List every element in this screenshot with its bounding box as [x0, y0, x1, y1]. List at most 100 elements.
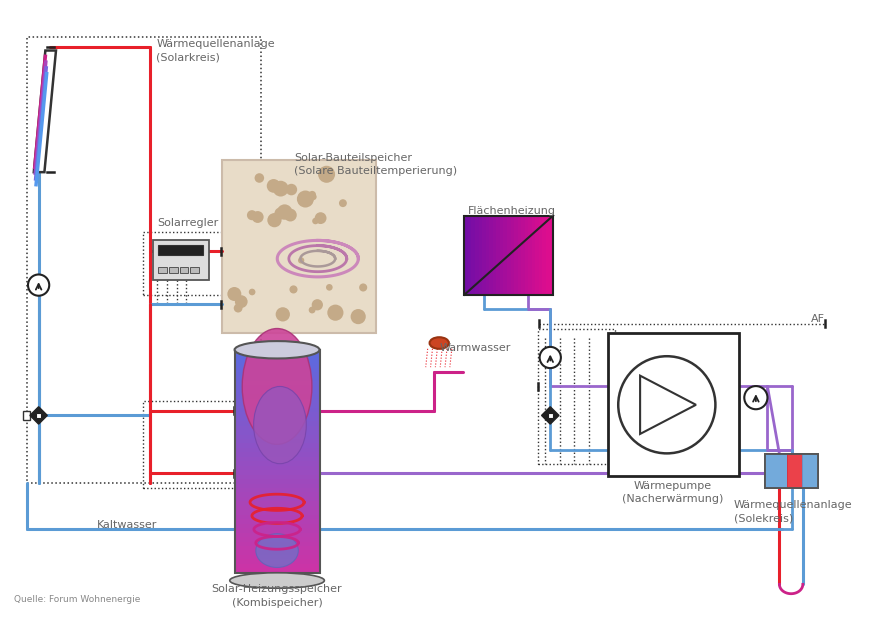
- Circle shape: [745, 386, 767, 409]
- Circle shape: [249, 288, 255, 295]
- Bar: [464, 216, 553, 295]
- Bar: [472, 216, 475, 295]
- Circle shape: [311, 299, 323, 310]
- Circle shape: [296, 191, 314, 207]
- Bar: [546, 216, 550, 295]
- Circle shape: [351, 309, 365, 324]
- Bar: [514, 216, 518, 295]
- Bar: [780, 454, 787, 488]
- Bar: [503, 216, 508, 295]
- Bar: [765, 454, 773, 488]
- Bar: [468, 216, 472, 295]
- Ellipse shape: [254, 386, 306, 464]
- Circle shape: [310, 194, 317, 200]
- Circle shape: [247, 210, 257, 220]
- Bar: [235, 363, 319, 368]
- Circle shape: [339, 199, 347, 207]
- Bar: [222, 159, 377, 333]
- Bar: [36, 413, 41, 418]
- Text: Warmwasser: Warmwasser: [439, 343, 511, 353]
- Text: Kaltwasser: Kaltwasser: [97, 520, 157, 530]
- Circle shape: [284, 209, 296, 222]
- Bar: [235, 470, 319, 475]
- Bar: [608, 333, 739, 476]
- Circle shape: [28, 275, 49, 296]
- Ellipse shape: [430, 337, 449, 349]
- Ellipse shape: [255, 534, 298, 568]
- Bar: [180, 267, 188, 272]
- Text: Solar-Heizungsspeicher
(Kombispeicher): Solar-Heizungsspeicher (Kombispeicher): [212, 584, 343, 607]
- Bar: [795, 454, 803, 488]
- Bar: [235, 425, 319, 430]
- Circle shape: [268, 213, 282, 227]
- Bar: [510, 216, 514, 295]
- Bar: [507, 216, 511, 295]
- Bar: [235, 350, 319, 354]
- Bar: [235, 439, 319, 444]
- Bar: [548, 413, 553, 418]
- Bar: [235, 412, 319, 417]
- Bar: [27, 37, 261, 483]
- Bar: [772, 454, 780, 488]
- Bar: [235, 367, 319, 372]
- Polygon shape: [30, 407, 47, 424]
- Bar: [549, 216, 554, 295]
- Bar: [235, 478, 319, 483]
- Bar: [143, 232, 229, 295]
- Circle shape: [286, 184, 297, 196]
- Bar: [235, 532, 319, 537]
- Bar: [235, 350, 319, 573]
- Bar: [169, 267, 178, 272]
- Bar: [500, 216, 504, 295]
- Text: Wärmequellenanlage
(Solekreis): Wärmequellenanlage (Solekreis): [733, 500, 852, 523]
- Text: Solarregler: Solarregler: [157, 217, 219, 227]
- Circle shape: [309, 307, 316, 313]
- Bar: [235, 497, 319, 502]
- Bar: [235, 434, 319, 439]
- Bar: [235, 465, 319, 470]
- Bar: [496, 216, 501, 295]
- Text: Wärmepumpe
(Nacherwärmung): Wärmepumpe (Nacherwärmung): [622, 481, 724, 504]
- Polygon shape: [34, 50, 56, 172]
- Bar: [235, 376, 319, 381]
- Bar: [235, 416, 319, 421]
- Bar: [235, 403, 319, 408]
- Bar: [235, 381, 319, 386]
- Bar: [190, 267, 199, 272]
- Bar: [235, 461, 319, 466]
- Bar: [235, 389, 319, 394]
- Bar: [235, 452, 319, 457]
- Bar: [159, 267, 167, 272]
- Bar: [235, 510, 319, 515]
- Bar: [235, 354, 319, 359]
- Bar: [765, 454, 818, 488]
- Bar: [235, 505, 319, 510]
- Bar: [528, 216, 532, 295]
- Bar: [235, 550, 319, 555]
- Bar: [235, 554, 319, 559]
- Bar: [235, 385, 319, 390]
- Bar: [235, 371, 319, 376]
- Bar: [235, 568, 319, 573]
- Circle shape: [359, 283, 367, 292]
- Circle shape: [255, 173, 264, 183]
- Bar: [489, 216, 494, 295]
- Ellipse shape: [229, 573, 324, 588]
- Text: Quelle: Forum Wohnenergie: Quelle: Forum Wohnenergie: [15, 595, 141, 604]
- Bar: [518, 216, 521, 295]
- Bar: [235, 492, 319, 497]
- Circle shape: [276, 307, 290, 321]
- Bar: [235, 559, 319, 564]
- Bar: [159, 245, 202, 255]
- Bar: [542, 216, 547, 295]
- Ellipse shape: [242, 328, 312, 444]
- Bar: [235, 488, 319, 493]
- Circle shape: [309, 191, 316, 199]
- Bar: [143, 401, 235, 488]
- Circle shape: [234, 304, 242, 313]
- Text: Solar-Bauteilspeicher
(Solare Bauteiltemperierung): Solar-Bauteilspeicher (Solare Bauteiltem…: [295, 153, 458, 176]
- Bar: [493, 216, 497, 295]
- Bar: [464, 216, 468, 295]
- Bar: [521, 216, 525, 295]
- Circle shape: [315, 212, 326, 224]
